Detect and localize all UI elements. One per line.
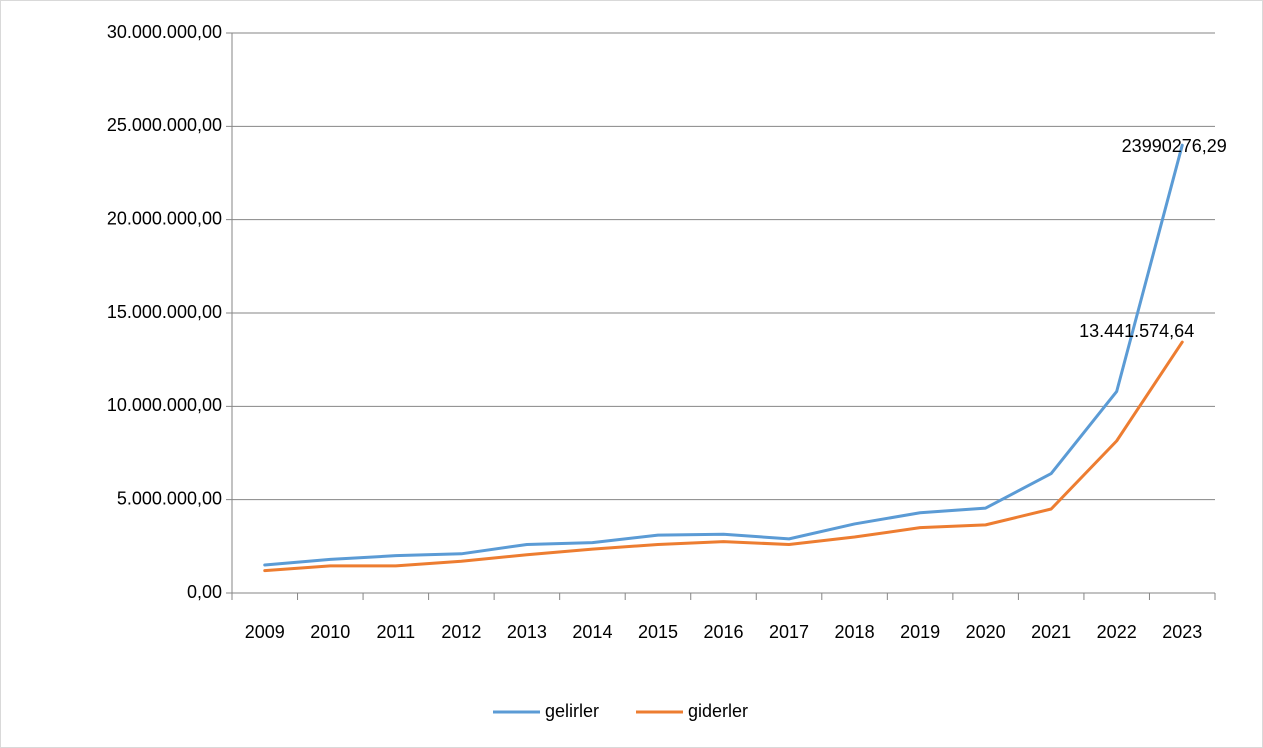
y-tick-label: 0,00	[187, 582, 222, 602]
x-tick-label: 2017	[769, 622, 809, 642]
x-tick-label: 2015	[638, 622, 678, 642]
x-tick-label: 2023	[1162, 622, 1202, 642]
y-tick-label: 15.000.000,00	[107, 302, 222, 322]
data-label: 13.441.574,64	[1079, 321, 1194, 341]
y-tick-label: 20.000.000,00	[107, 208, 222, 228]
y-tick-label: 10.000.000,00	[107, 395, 222, 415]
x-tick-label: 2009	[245, 622, 285, 642]
y-tick-label: 25.000.000,00	[107, 115, 222, 135]
legend-label: gelirler	[545, 701, 599, 721]
x-tick-label: 2022	[1097, 622, 1137, 642]
x-tick-label: 2011	[376, 622, 415, 642]
x-tick-label: 2010	[310, 622, 350, 642]
series-line	[263, 340, 1184, 573]
legend-label: giderler	[688, 701, 748, 721]
x-tick-label: 2013	[507, 622, 547, 642]
x-tick-label: 2019	[900, 622, 940, 642]
series-line	[263, 143, 1184, 567]
data-label: 23990276,29	[1122, 136, 1227, 156]
y-tick-label: 5.000.000,00	[117, 488, 222, 508]
x-tick-label: 2016	[703, 622, 743, 642]
y-tick-label: 30.000.000,00	[107, 22, 222, 42]
x-tick-label: 2018	[835, 622, 875, 642]
x-tick-label: 2012	[441, 622, 481, 642]
x-tick-label: 2021	[1031, 622, 1071, 642]
x-tick-label: 2014	[572, 622, 612, 642]
x-tick-label: 2020	[966, 622, 1006, 642]
